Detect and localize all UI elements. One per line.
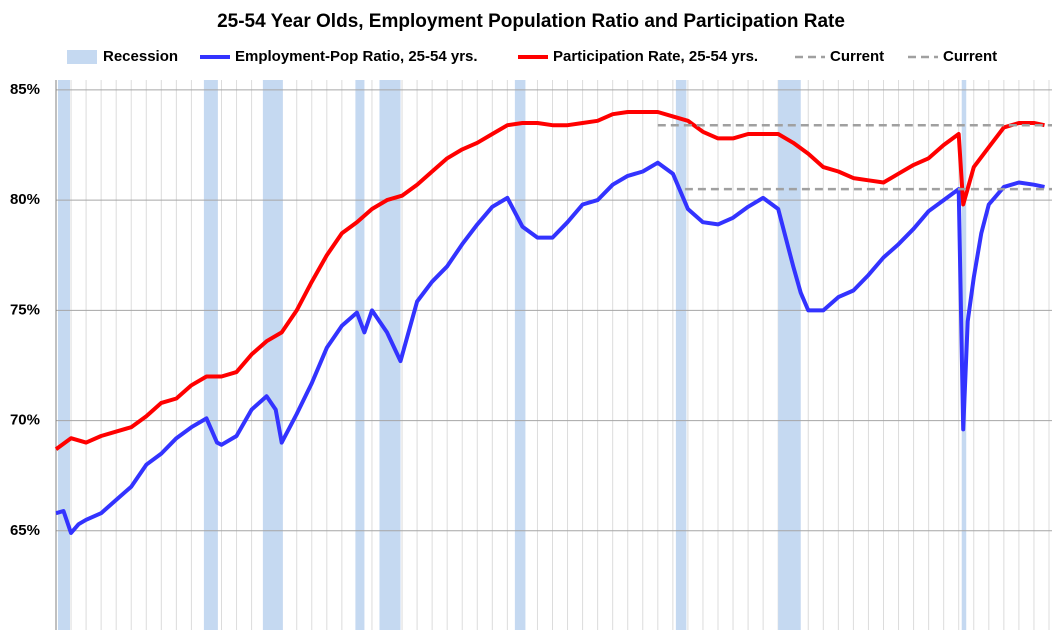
- legend-swatch: [67, 50, 97, 64]
- recession-band: [675, 80, 687, 630]
- plot-area: 65% 70% 75% 80% 85%: [10, 80, 1052, 630]
- legend-label: Current: [830, 48, 884, 65]
- legend: Recession Employment-Pop Ratio, 25-54 yrs…: [67, 48, 997, 65]
- recession-band: [778, 80, 801, 630]
- recession-band: [262, 80, 283, 630]
- series-line: [54, 110, 1045, 451]
- legend-label: Employment-Pop Ratio, 25-54 yrs.: [235, 48, 478, 65]
- legend-label: Recession: [103, 48, 178, 65]
- y-tick-label: 65%: [10, 522, 40, 539]
- y-tick-label: 75%: [10, 301, 40, 318]
- legend-label: Participation Rate, 25-54 yrs.: [553, 48, 758, 65]
- recession-band: [961, 80, 967, 630]
- chart-title: 25-54 Year Olds, Employment Population R…: [217, 11, 845, 32]
- y-tick-label: 85%: [10, 81, 40, 98]
- y-tick-label: 70%: [10, 412, 40, 429]
- y-tick-label: 80%: [10, 191, 40, 208]
- recession-band: [203, 80, 218, 630]
- recession-band: [514, 80, 526, 630]
- legend-label: Current: [943, 48, 997, 65]
- recession-band: [57, 80, 70, 630]
- recession-band: [355, 80, 365, 630]
- series-line: [55, 160, 1045, 535]
- recession-band: [379, 80, 401, 630]
